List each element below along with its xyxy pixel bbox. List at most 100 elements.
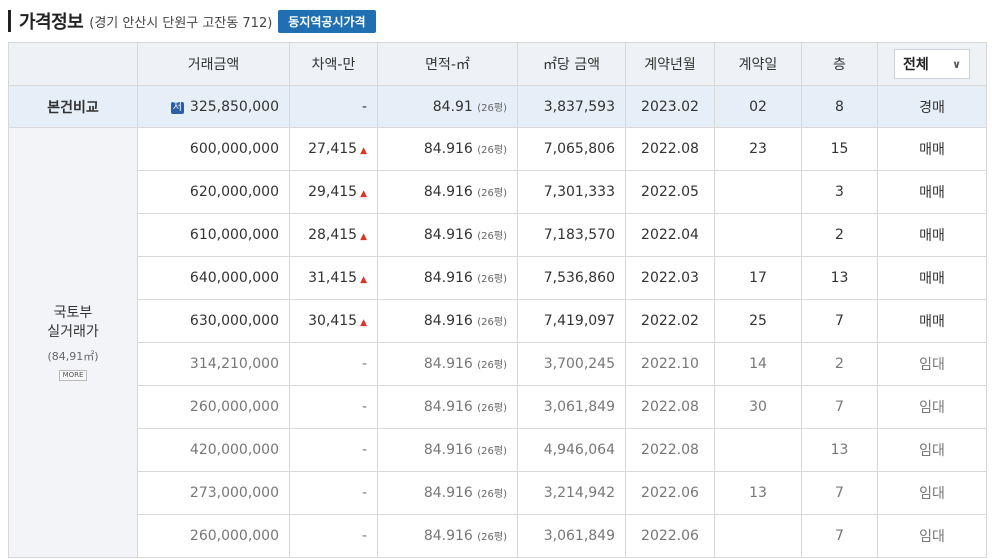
type-filter-select[interactable]: 전체 ∨ — [894, 49, 970, 79]
row-area: 84.916 (26평) — [377, 170, 518, 214]
compare-diff: - — [289, 85, 378, 128]
row-unit-price: 3,700,245 — [517, 342, 626, 386]
row-area: 84.916 (26평) — [377, 342, 518, 386]
row-floor: 13 — [801, 428, 878, 472]
row-diff: - — [289, 471, 378, 515]
row-floor: 3 — [801, 170, 878, 214]
compare-unit-price: 3,837,593 — [517, 85, 626, 128]
row-floor: 7 — [801, 514, 878, 558]
row-area-value: 84.916 — [423, 399, 473, 415]
col-price: 거래금액 — [137, 42, 290, 86]
row-pyeong: (26평) — [477, 532, 507, 543]
row-diff: 29,415 ▲ — [289, 170, 378, 214]
col-floor: 층 — [801, 42, 878, 86]
compare-area-value: 84.91 — [432, 98, 473, 115]
row-unit-price: 7,419,097 — [517, 299, 626, 343]
row-area: 84.916 (26평) — [377, 514, 518, 558]
row-pyeong: (26평) — [477, 317, 507, 328]
header-accent-bar — [8, 10, 11, 32]
row-pyeong: (26평) — [477, 446, 507, 457]
row-diff: - — [289, 428, 378, 472]
row-unit-price: 3,061,849 — [517, 385, 626, 429]
row-ym: 2022.10 — [625, 342, 715, 386]
row-price: 314,210,000 — [137, 342, 290, 386]
row-day — [714, 213, 802, 257]
row-diff-value: - — [361, 485, 367, 501]
row-pyeong: (26평) — [477, 145, 507, 156]
table-row: 610,000,000 28,415 ▲ 84.916 (26평) 7,183,570 2… — [9, 213, 987, 257]
row-unit-price: 3,214,942 — [517, 471, 626, 515]
row-floor: 15 — [801, 127, 878, 171]
compare-row: 본건비교 저 325,850,000 - 84.91 (26평) 3,837,59… — [8, 85, 987, 128]
row-unit-price: 7,536,860 — [517, 256, 626, 300]
compare-label: 본건비교 — [8, 85, 138, 128]
row-day: 17 — [714, 256, 802, 300]
row-type: 임대 — [877, 385, 987, 429]
row-area: 84.916 (26평) — [377, 256, 518, 300]
row-diff: - — [289, 342, 378, 386]
row-day: 13 — [714, 471, 802, 515]
row-price: 600,000,000 — [137, 127, 290, 171]
public-price-button[interactable]: 동지역공시가격 — [278, 9, 376, 33]
more-button[interactable]: MORE — [58, 370, 88, 381]
row-diff-value: - — [361, 528, 367, 544]
row-ym: 2022.08 — [625, 385, 715, 429]
row-diff: 27,415 ▲ — [289, 127, 378, 171]
row-area-value: 84.916 — [423, 141, 473, 157]
row-unit-price: 7,183,570 — [517, 213, 626, 257]
corner-cell — [8, 42, 138, 86]
row-diff-value: - — [361, 356, 367, 372]
row-pyeong: (26평) — [477, 231, 507, 242]
row-type: 매매 — [877, 299, 987, 343]
compare-pyeong: (26평) — [477, 102, 507, 114]
row-area: 84.916 (26평) — [377, 428, 518, 472]
compare-day: 02 — [714, 85, 802, 128]
row-area-value: 84.916 — [423, 356, 473, 372]
group-sub: (84,91㎡) — [47, 350, 99, 363]
row-price: 273,000,000 — [137, 471, 290, 515]
table-row: 314,210,000 -84.916 (26평) 3,700,245 2022.10… — [9, 342, 987, 386]
row-ym: 2022.03 — [625, 256, 715, 300]
row-area-value: 84.916 — [423, 442, 473, 458]
row-day: 14 — [714, 342, 802, 386]
table-row: 620,000,000 29,415 ▲ 84.916 (26평) 7,301,333 2… — [9, 170, 987, 214]
table-row: 260,000,000-84.916 (26평) 3,061,849 2022.08… — [9, 385, 987, 429]
row-diff-value: 29,415 — [308, 184, 358, 200]
row-day — [714, 514, 802, 558]
row-area: 84.916 (26평) — [377, 299, 518, 343]
group-title-line2: 실거래가 — [47, 324, 99, 340]
row-day — [714, 170, 802, 214]
row-pyeong: (26평) — [477, 274, 507, 285]
compare-price-value: 325,850,000 — [189, 98, 279, 115]
row-diff: - — [289, 385, 378, 429]
row-day: 25 — [714, 299, 802, 343]
row-price: 260,000,000 — [137, 385, 290, 429]
up-arrow-icon: ▲ — [360, 275, 367, 285]
row-price: 640,000,000 — [137, 256, 290, 300]
row-price: 620,000,000 — [137, 170, 290, 214]
row-price: 610,000,000 — [137, 213, 290, 257]
row-diff-value: 30,415 — [308, 313, 358, 329]
compare-type: 경매 — [877, 85, 987, 128]
col-contract-ym: 계약년월 — [625, 42, 715, 86]
row-area-value: 84.916 — [423, 227, 473, 243]
row-price: 630,000,000 — [137, 299, 290, 343]
col-area: 면적-㎡ — [377, 42, 518, 86]
col-unit-price: ㎡당 금액 — [517, 42, 626, 86]
row-area-value: 84.916 — [423, 270, 473, 286]
row-ym: 2022.02 — [625, 299, 715, 343]
row-area-value: 84.916 — [423, 528, 473, 544]
row-type: 임대 — [877, 342, 987, 386]
table-row: 260,000,000-84.916 (26평) 3,061,849 2022.06… — [9, 514, 987, 558]
row-diff-value: 28,415 — [308, 227, 358, 243]
row-type: 매매 — [877, 170, 987, 214]
col-diff: 차액-만 — [289, 42, 378, 86]
row-ym: 2022.06 — [625, 471, 715, 515]
row-pyeong: (26평) — [477, 188, 507, 199]
row-ym: 2022.08 — [625, 127, 715, 171]
row-floor: 7 — [801, 385, 878, 429]
row-diff-value: - — [361, 442, 367, 458]
row-diff: - — [289, 514, 378, 558]
row-floor: 2 — [801, 342, 878, 386]
row-diff-value: - — [361, 399, 367, 415]
